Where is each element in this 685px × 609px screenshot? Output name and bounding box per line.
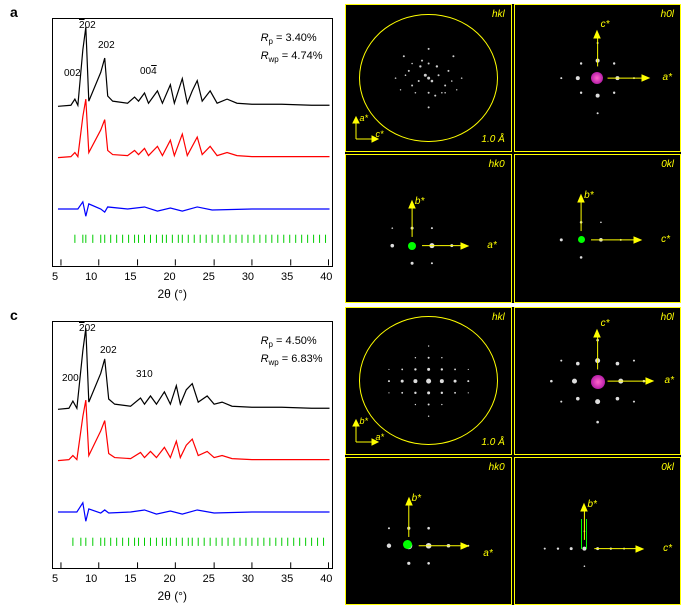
diff-b-0kl: 0kl b* c* xyxy=(514,154,681,302)
spots-b-0kl xyxy=(515,155,680,301)
green-marker-b-hk0 xyxy=(408,242,416,250)
panel-a-label: a xyxy=(10,4,18,20)
r-values-a: Rp = 3.40% Rwp = 4.74% xyxy=(261,32,323,64)
peak-202: 202 xyxy=(98,40,115,51)
green-line-d-0kl-2 xyxy=(586,519,587,549)
peak-004bar: 004 xyxy=(140,66,157,77)
peak-c-202: 202 xyxy=(100,345,117,356)
chart-c-xlabel: 2θ (°) xyxy=(158,589,187,603)
spots-d-0kl xyxy=(515,458,680,604)
panel-b-label: b xyxy=(351,4,360,20)
chart-a-xticks: 5 10 15 20 25 30 35 40 xyxy=(52,271,333,283)
diff-b-h0l: h0l c* a* xyxy=(514,4,681,152)
green-marker-d-hk0 xyxy=(403,540,412,549)
diffraction-grid-b: hkl a* c* 1.0 Å h0l xyxy=(345,4,682,303)
peak-310: 310 xyxy=(136,369,153,380)
green-marker-b-0kl xyxy=(578,236,585,243)
chart-a-xlabel: 2θ (°) xyxy=(158,287,187,301)
peak-c-202bar: 202 xyxy=(79,323,96,334)
diff-b-hkl: hkl a* c* 1.0 Å xyxy=(345,4,512,152)
diff-d-0kl: 0kl b* c* xyxy=(514,457,681,605)
peak-200: 200 xyxy=(62,373,79,384)
diff-d-hkl: hkl b* a* 1.0 Å xyxy=(345,307,512,455)
peak-202bar: 202 xyxy=(79,20,96,31)
green-line-d-0kl-1 xyxy=(581,519,582,549)
chart-c-xticks: 5 10 15 20 25 30 35 40 xyxy=(52,573,333,585)
panel-d-label: d xyxy=(351,307,360,323)
diff-b-hk0: hk0 b* a* xyxy=(345,154,512,302)
panel-c: c 5 10 15 20 25 30 35 40 2θ ( xyxy=(4,307,341,606)
diff-d-h0l: h0l c* a* xyxy=(514,307,681,455)
spots-d-hk0 xyxy=(346,458,511,604)
r-values-c: Rp = 4.50% Rwp = 6.83% xyxy=(261,335,323,367)
spots-b-h0l xyxy=(515,5,680,151)
panel-a: a 5 10 15 20 xyxy=(4,4,341,303)
axes-d-hkl: b* a* xyxy=(352,418,380,448)
spots-b-hk0 xyxy=(346,155,511,301)
diffraction-grid-d: hkl b* a* 1.0 Å xyxy=(345,307,682,606)
panel-b: b hkl a* c* 1.0 Å h0l xyxy=(345,4,682,303)
axes-b-hkl: a* c* xyxy=(352,115,380,145)
peak-002: 002 xyxy=(64,68,81,79)
panel-c-label: c xyxy=(10,307,18,323)
diff-d-hk0: hk0 b* a* xyxy=(345,457,512,605)
spots-d-h0l xyxy=(515,308,680,454)
panel-d: d hkl b* a* xyxy=(345,307,682,606)
